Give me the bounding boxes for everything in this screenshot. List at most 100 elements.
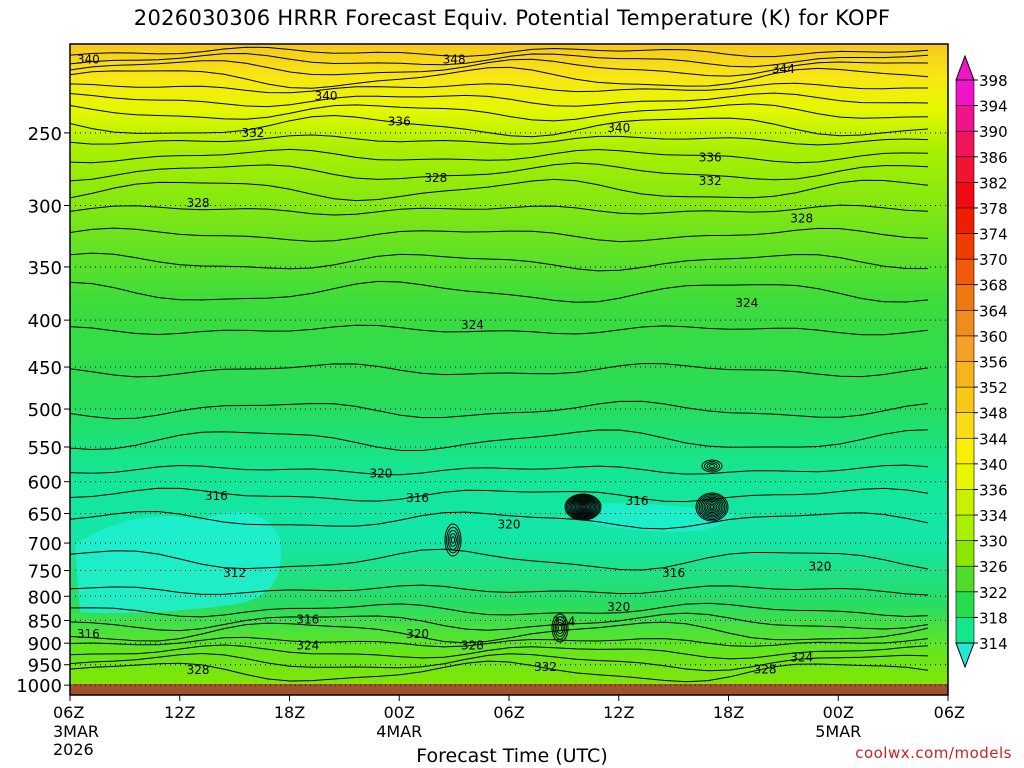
contour-label: 324 [296,638,319,652]
x-tick-label: 06Z [53,703,84,722]
x-tick-label: 00Z [384,703,415,722]
contour-label: 336 [699,151,722,165]
contour-label: 340 [77,53,100,67]
contour-line [69,162,929,182]
contour-label: 328 [187,663,210,677]
colorbar-bin [955,79,975,107]
contour-line [69,227,929,243]
closed-contour [697,493,727,521]
closed-contour [709,505,715,509]
contour-label: 324 [735,296,758,310]
contour-line [69,510,929,530]
colorbar-tick-label: 356 [979,354,1008,372]
colorbar-bin [955,182,975,209]
y-tick-label: 1000 [16,676,62,697]
y-tick-label: 800 [28,587,62,608]
closed-contour [703,499,721,515]
colorbar-bin [955,565,975,593]
contour-line [69,204,929,216]
closed-contour [567,495,599,519]
contour-label: 328 [424,171,447,185]
terrain-strip [70,684,948,695]
chart-title: 2026030306 HRRR Forecast Equiv. Potentia… [133,6,891,30]
colorbar-bin [955,284,975,312]
closed-contour [700,496,724,518]
closed-contour [447,529,459,551]
contour-label: 340 [315,89,338,103]
contour-label: 316 [205,489,228,503]
closed-contour [579,504,587,510]
closed-contour [444,523,462,557]
contour-label: 312 [223,566,246,580]
contour-line [69,621,929,644]
colorbar-tick-label: 318 [979,609,1008,627]
y-tick-label: 500 [28,400,62,421]
contour-label: 320 [607,600,630,614]
contour-label: 328 [790,212,813,226]
colorbar-tick-label: 336 [979,481,1008,499]
colorbar-lower-arrow [955,642,975,669]
closed-contour [708,503,716,511]
colorbar-tick-label: 330 [979,533,1008,551]
contour-line [69,400,929,420]
contour-label: 320 [809,559,832,573]
closed-contour [706,462,718,470]
colorbar-tick-label: 314 [979,635,1008,653]
x-axis-label: Forecast Time (UTC) [416,745,608,767]
closed-contour [701,498,723,516]
colorbar-tick-label: 398 [979,72,1008,90]
contour-label: 324 [790,651,813,665]
colorbar: 398 394 390 386 382 378 374 370 368 364 360 356 352 3… [955,54,1008,669]
closed-contour [709,464,715,468]
closed-contour [695,492,729,522]
contour-line [69,52,929,68]
x-tick-label: 12Z [164,703,195,722]
contour-line [69,487,929,503]
contour-line [69,178,929,202]
closed-contour [570,498,596,516]
contour-line [69,324,929,336]
colorbar-tick-label: 334 [979,507,1008,525]
closed-contour [554,619,566,637]
colorbar-bin [955,258,975,286]
colorbar-bin [955,412,975,440]
x-tick-label: 06Z [493,703,524,722]
contour-line [69,548,929,571]
y-tick-label: 250 [28,124,62,145]
contour-label: 316 [626,494,649,508]
contour-label: 320 [498,517,521,531]
colorbar-tick-label: 370 [979,251,1008,269]
colorbar-tick-label: 374 [979,226,1008,244]
contour-label: 348 [443,53,466,67]
colorbar-tick-label: 364 [979,302,1008,320]
closed-contour [564,493,602,521]
axes: 2503003504004505005506006507007508008509… [16,43,965,759]
colorbar-tick-label: 394 [979,98,1008,116]
colorbar-upper-arrow [955,54,975,81]
low-theta-pocket-2 [560,503,735,532]
contour-line [69,602,929,618]
y-tick-label: 700 [28,534,62,555]
closed-contour [556,621,564,635]
colorbar-bin [955,591,975,619]
y-tick-label: 650 [28,505,62,526]
contour-label: 316 [406,491,429,505]
colorbar-bin [955,437,975,465]
contour-line [69,134,929,146]
contour-line [69,612,929,632]
contour-line [69,652,929,672]
closed-contour [551,613,569,643]
contour-label: 316 [77,627,100,641]
contour-label: 332 [534,660,557,674]
colorbar-bin [955,156,975,184]
closed-contour [705,500,719,514]
y-tick-label: 550 [28,438,62,459]
closed-contour [706,502,718,512]
contour-label: 316 [296,612,319,626]
contour-line [69,103,929,122]
contour-label: 324 [552,614,575,628]
closed-contour [446,526,460,554]
y-tick-label: 450 [28,358,62,379]
contour-label: 328 [461,638,484,652]
